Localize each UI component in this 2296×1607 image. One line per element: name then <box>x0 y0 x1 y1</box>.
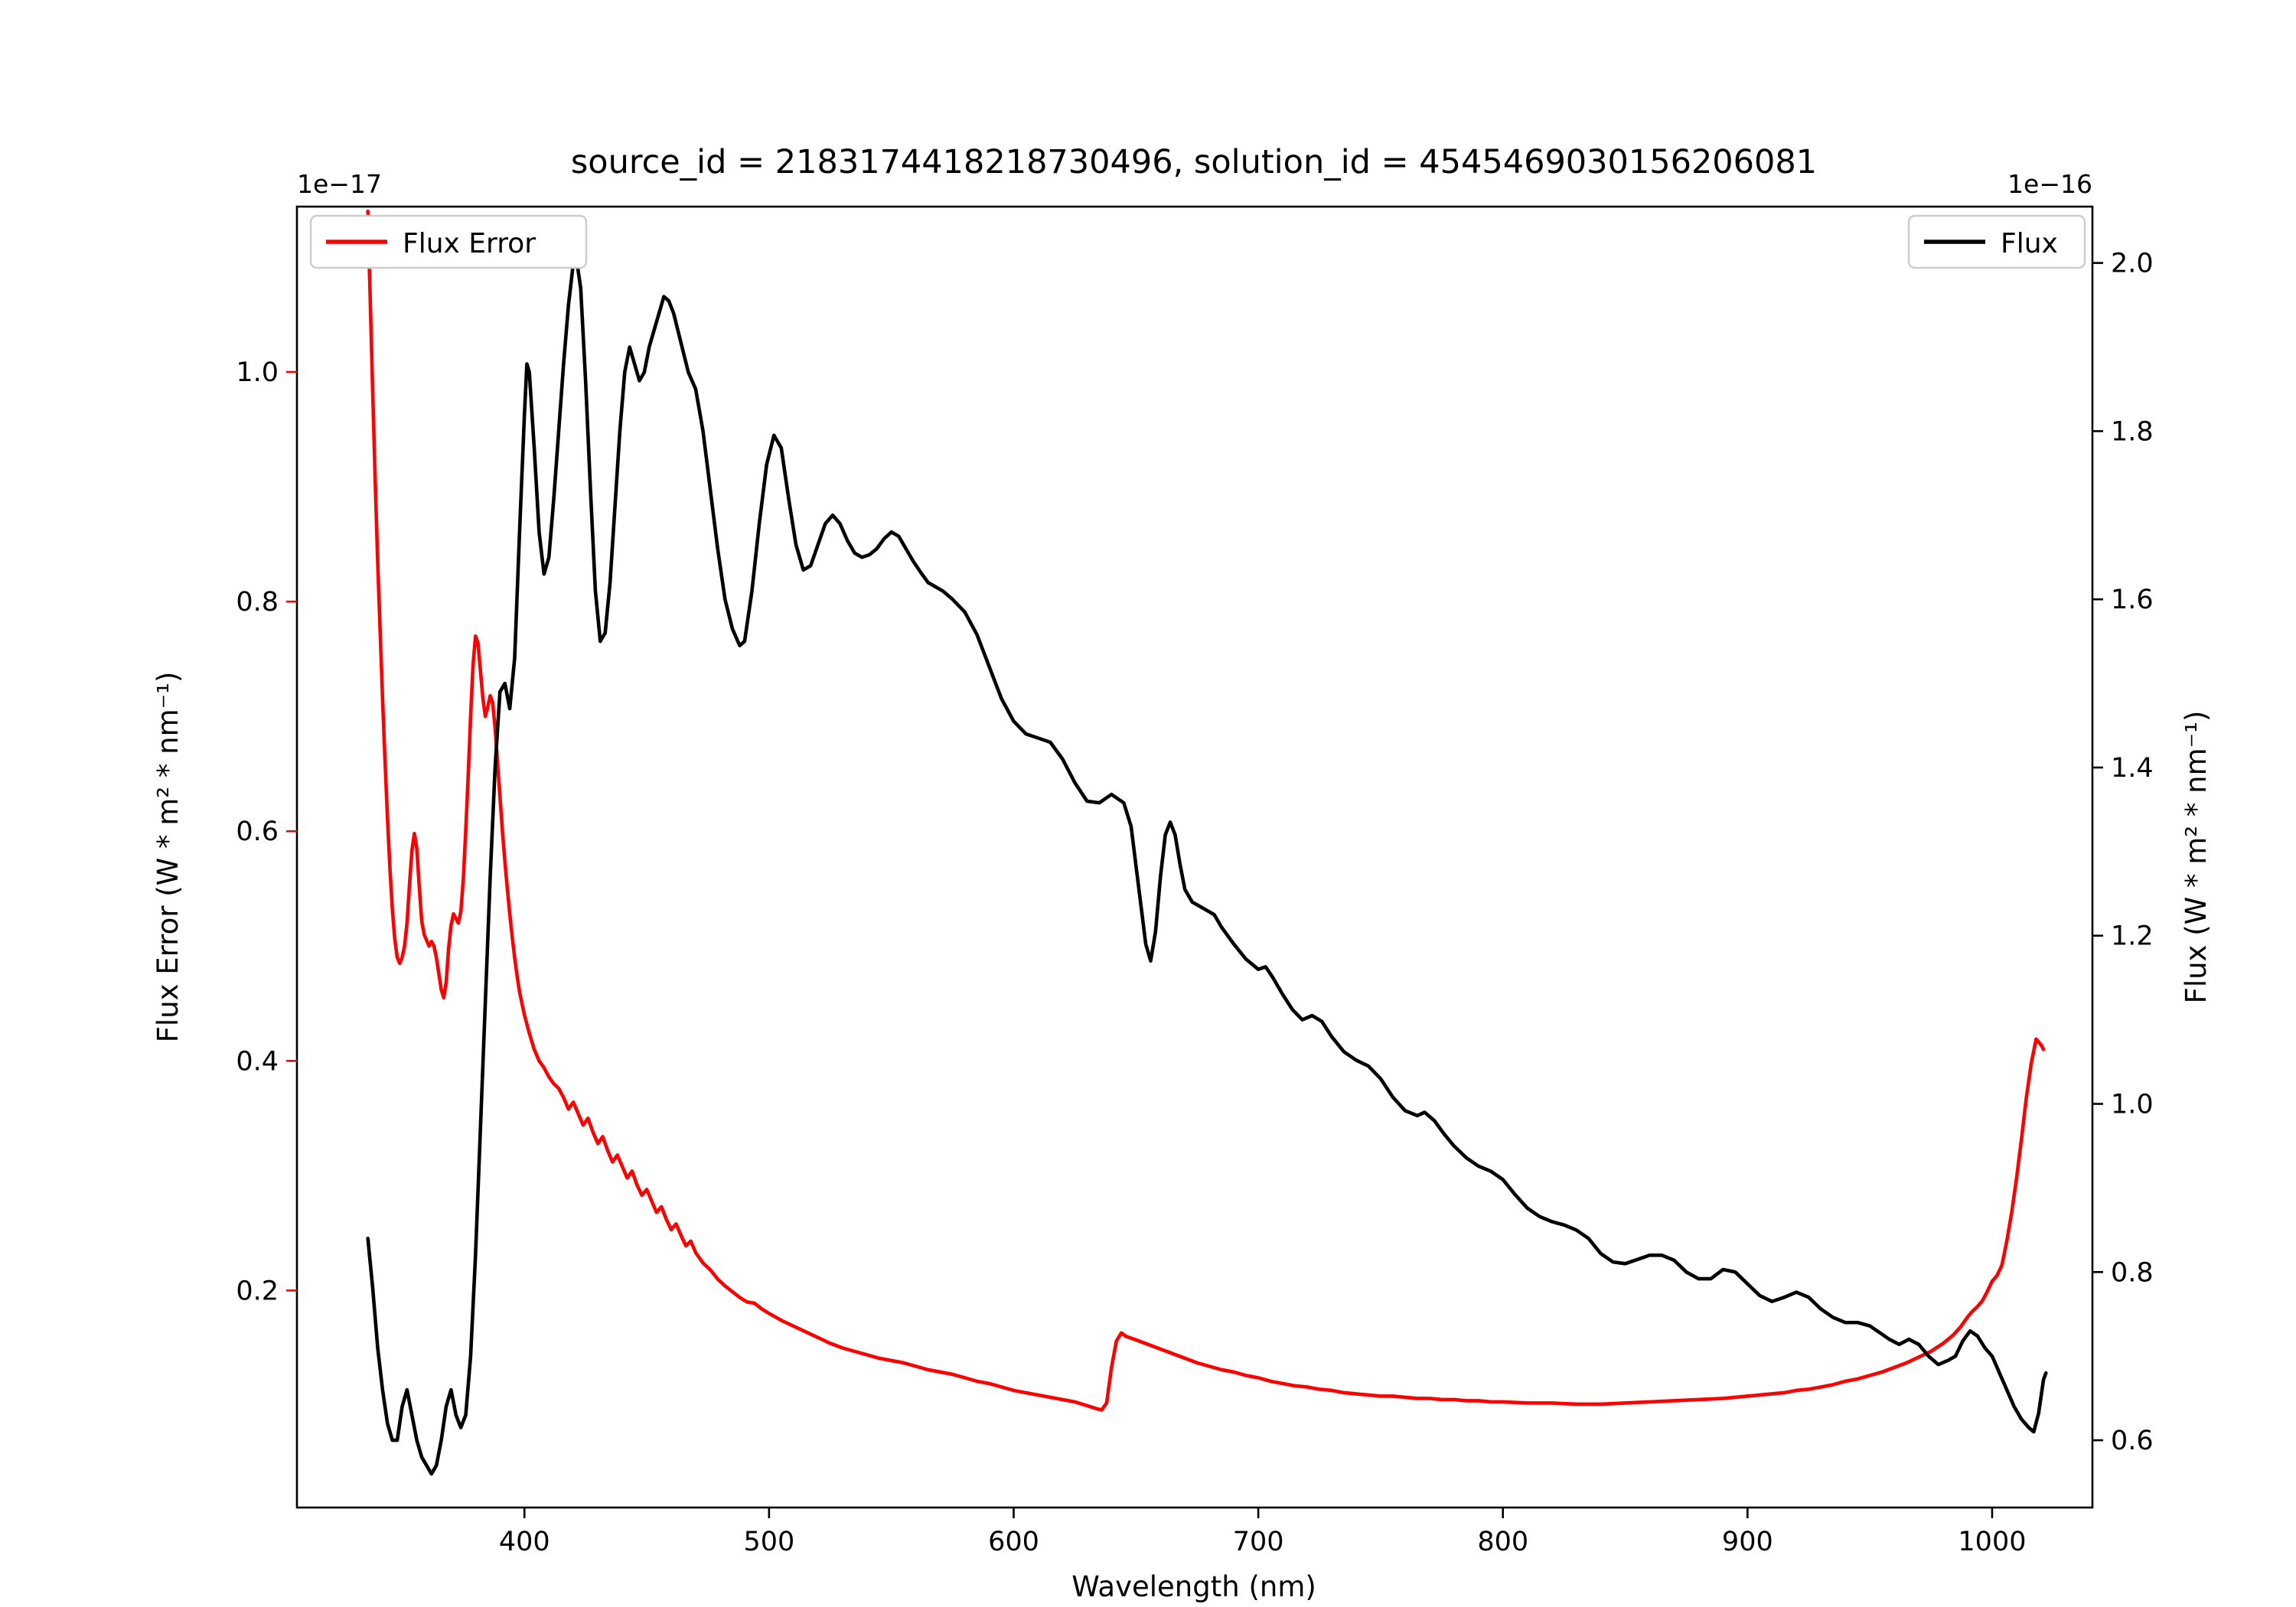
y-right-tick-label: 1.2 <box>2111 921 2154 952</box>
y-right-tick-label: 1.0 <box>2111 1090 2154 1120</box>
legend-flux-frame <box>1907 214 2086 269</box>
x-tick-label: 700 <box>1233 1527 1284 1557</box>
data-series <box>366 209 2048 1476</box>
y-left-tick-label: 0.6 <box>236 817 279 847</box>
x-tick-label: 1000 <box>1958 1527 2026 1557</box>
y-right-tick-label: 1.4 <box>2111 753 2154 784</box>
chart-title: source_id = 2183174418218730496, solutio… <box>571 143 1817 181</box>
y-axis-label-left: Flux Error (W * m² * nm⁻¹) <box>152 672 184 1043</box>
x-tick-label: 400 <box>499 1527 550 1557</box>
right-axis-offset-label: 1e−16 <box>2007 169 2092 199</box>
legend-flux-error-frame <box>309 214 588 269</box>
y-right-tick-label: 0.8 <box>2111 1257 2154 1288</box>
y-left-tick-label: 0.2 <box>236 1276 279 1306</box>
y-right-tick-label: 1.6 <box>2111 585 2154 615</box>
x-tick-label: 600 <box>988 1527 1039 1557</box>
flux-error-line <box>366 209 2046 1412</box>
y-right-ticks: 0.6 0.8 1.0 1.2 1.4 1.6 1.8 2.0 <box>2092 249 2154 1456</box>
legend-flux-error-label: Flux Error <box>403 228 536 259</box>
x-axis-label: Wavelength (nm) <box>1071 1570 1316 1603</box>
legend-flux-label: Flux <box>2001 228 2058 259</box>
x-tick-label: 900 <box>1722 1527 1773 1557</box>
legend-flux-error: Flux Error <box>309 214 588 269</box>
y-right-tick-label: 1.8 <box>2111 416 2154 447</box>
y-right-tick-label: 0.6 <box>2111 1426 2154 1456</box>
y-left-tick-label: 0.8 <box>236 587 279 618</box>
flux-line <box>366 253 2048 1476</box>
y-left-tick-label: 0.4 <box>236 1046 279 1077</box>
y-axis-label-right: Flux (W * m² * nm⁻¹) <box>2180 711 2213 1004</box>
x-tick-label: 800 <box>1477 1527 1528 1557</box>
y-left-ticks: 0.2 0.4 0.6 0.8 1.0 <box>236 357 297 1306</box>
legend-flux: Flux <box>1907 214 2086 269</box>
y-right-tick-label: 2.0 <box>2111 249 2154 279</box>
y-left-tick-label: 1.0 <box>236 357 279 388</box>
left-axis-offset-label: 1e−17 <box>297 169 382 199</box>
plot-area <box>295 205 2094 1509</box>
x-tick-label: 500 <box>743 1527 794 1557</box>
x-ticks: 400 500 600 700 800 900 1000 <box>499 1508 2026 1557</box>
